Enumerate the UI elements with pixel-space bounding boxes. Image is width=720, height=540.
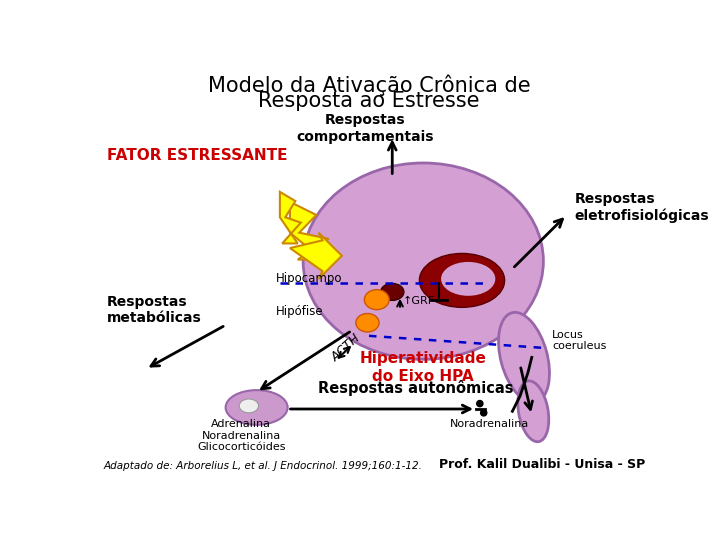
Text: Adaptado de: Arborelius L, et al. J Endocrinol. 1999;160:1-12.: Adaptado de: Arborelius L, et al. J Endo…	[104, 461, 423, 471]
Text: Prof. Kalil Dualibi - Unisa - SP: Prof. Kalil Dualibi - Unisa - SP	[438, 458, 645, 471]
Ellipse shape	[419, 253, 505, 307]
Text: Respostas
metabólicas: Respostas metabólicas	[107, 294, 202, 325]
Ellipse shape	[239, 399, 258, 413]
Text: Locus
coeruleus: Locus coeruleus	[552, 329, 606, 351]
Ellipse shape	[303, 163, 544, 359]
Polygon shape	[290, 202, 329, 260]
Text: ↑GRF: ↑GRF	[402, 296, 434, 306]
Text: Respostas autonômicas: Respostas autonômicas	[318, 380, 513, 396]
Text: Respostas
eletrofisiológicas: Respostas eletrofisiológicas	[575, 192, 709, 222]
Circle shape	[477, 401, 483, 407]
Ellipse shape	[356, 314, 379, 332]
Text: FATOR ESTRESSANTE: FATOR ESTRESSANTE	[107, 148, 287, 163]
Polygon shape	[290, 233, 342, 279]
Ellipse shape	[364, 289, 389, 309]
Text: Noradrenalina: Noradrenalina	[449, 419, 528, 429]
Polygon shape	[280, 192, 301, 244]
Text: Hipocampo: Hipocampo	[276, 272, 343, 285]
Text: Hipófise: Hipófise	[276, 305, 323, 318]
Text: Modelo da Ativação Crônica de: Modelo da Ativação Crônica de	[207, 74, 531, 96]
Circle shape	[481, 410, 487, 416]
Text: Respostas
comportamentais: Respostas comportamentais	[297, 113, 434, 144]
Text: Resposta ao Estresse: Resposta ao Estresse	[258, 91, 480, 111]
Ellipse shape	[498, 312, 549, 402]
Text: ACTH: ACTH	[328, 332, 363, 365]
Text: Adrenalina
Noradrenalina
Glicocorticóides: Adrenalina Noradrenalina Glicocorticóide…	[197, 419, 285, 452]
Ellipse shape	[518, 381, 549, 442]
Text: Hiperatividade
do Eixo HPA: Hiperatividade do Eixo HPA	[360, 351, 487, 383]
Ellipse shape	[441, 262, 495, 296]
Ellipse shape	[381, 284, 404, 300]
Ellipse shape	[225, 390, 287, 425]
